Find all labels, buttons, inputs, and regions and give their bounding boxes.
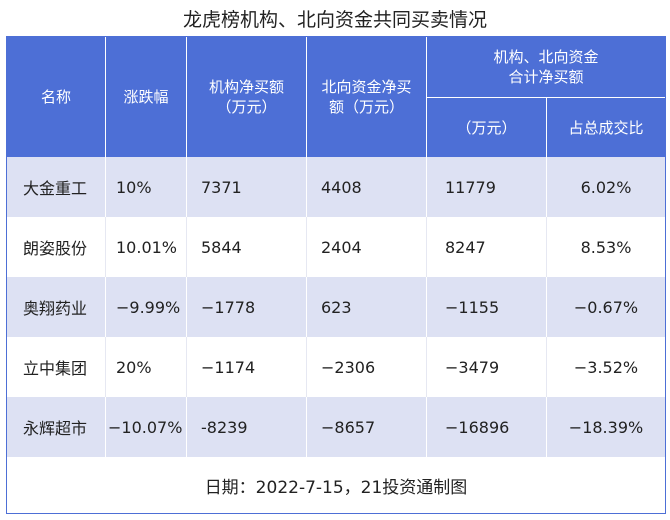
cell-inst: −1174: [201, 357, 256, 377]
header-ratio: 占总成交比: [568, 118, 644, 137]
table-row: 永辉超市 −10.07% -8239 −8657 −16896 −18.39%: [7, 397, 665, 457]
cell-north: 4408: [321, 177, 362, 197]
header-inst: 机构净买额 （万元）: [208, 78, 284, 116]
cell-ratio: −0.67%: [573, 297, 639, 317]
cell-name: 永辉超市: [23, 419, 88, 438]
cell-change: 10.01%: [116, 237, 178, 257]
footer-note: 日期：2022-7-15，21投资通制图: [7, 457, 665, 513]
cell-name: 立中集团: [23, 359, 88, 378]
header-combined-unit: （万元）: [456, 118, 517, 137]
cell-north: 623: [321, 297, 352, 317]
header-combined: 机构、北向资金 合计净买额: [493, 48, 599, 86]
header-divider: [105, 37, 106, 157]
header-divider: [426, 37, 427, 157]
cell-ratio: 6.02%: [580, 177, 632, 197]
header-divider: [427, 97, 665, 98]
data-table: 名称 涨跌幅 机构净买额 （万元） 北向资金净买 额（万元） 机构、北向资金 合…: [6, 36, 666, 514]
cell-change: −10.07%: [108, 417, 183, 437]
cell-name: 大金重工: [23, 179, 88, 198]
cell-ratio: −18.39%: [568, 417, 644, 437]
cell-ratio: −3.52%: [573, 357, 639, 377]
header-north: 北向资金净买 额（万元）: [321, 78, 412, 116]
table-row: 朗姿股份 10.01% 5844 2404 8247 8.53%: [7, 217, 665, 277]
cell-change: 20%: [116, 357, 152, 377]
cell-combined: −3479: [445, 357, 500, 377]
cell-combined: −1155: [445, 297, 500, 317]
cell-combined: 11779: [445, 177, 496, 197]
cell-inst: 5844: [201, 237, 242, 257]
table-row: 立中集团 20% −1174 −2306 −3479 −3.52%: [7, 337, 665, 397]
table-header: 名称 涨跌幅 机构净买额 （万元） 北向资金净买 额（万元） 机构、北向资金 合…: [7, 37, 665, 157]
header-change: 涨跌幅: [123, 88, 169, 106]
table-row: 大金重工 10% 7371 4408 11779 6.02%: [7, 157, 665, 217]
page-title: 龙虎榜机构、北向资金共同买卖情况: [182, 8, 487, 31]
table-row: 奥翔药业 −9.99% −1778 623 −1155 −0.67%: [7, 277, 665, 337]
cell-change: −9.99%: [116, 297, 181, 317]
cell-ratio: 8.53%: [580, 237, 632, 257]
cell-north: −2306: [321, 357, 376, 377]
cell-inst: 7371: [201, 177, 242, 197]
header-divider: [306, 37, 307, 157]
cell-inst: −1778: [201, 297, 256, 317]
cell-combined: 8247: [445, 237, 486, 257]
cell-name: 奥翔药业: [23, 299, 88, 318]
cell-north: −8657: [321, 417, 376, 437]
cell-combined: −16896: [445, 417, 510, 437]
cell-change: 10%: [116, 177, 152, 197]
cell-inst: -8239: [201, 417, 248, 437]
cell-name: 朗姿股份: [23, 239, 88, 258]
header-divider: [546, 97, 547, 157]
header-divider: [186, 37, 187, 157]
header-name: 名称: [40, 88, 71, 106]
cell-north: 2404: [321, 237, 362, 257]
